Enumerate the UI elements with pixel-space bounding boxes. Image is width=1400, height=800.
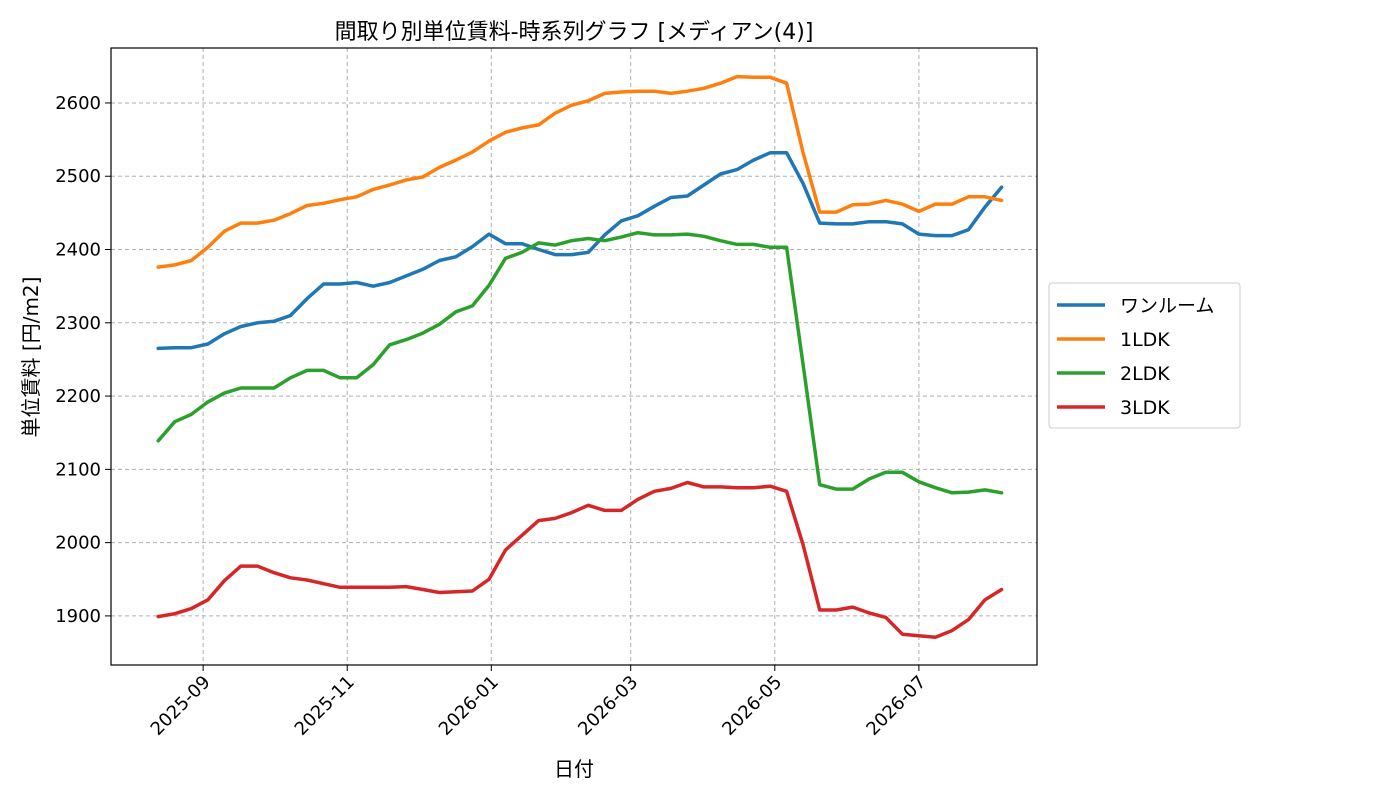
y-tick-label: 2300 <box>55 313 101 334</box>
y-axis-ticks: 1900 2000 2100 2200 2300 2400 2500 2600 <box>55 93 111 627</box>
y-tick-label: 2200 <box>55 386 101 407</box>
y-tick-label: 2400 <box>55 240 101 261</box>
legend-label: ワンルーム <box>1120 295 1214 317</box>
y-axis-label: 単位賃料 [円/m2] <box>19 277 43 438</box>
x-tick-label: 2026-05 <box>718 672 786 740</box>
chart-title: 間取り別単位賃料-時系列グラフ [メディアン(4)] <box>335 20 814 45</box>
y-tick-label: 2100 <box>55 459 101 480</box>
plot-area-frame <box>110 47 1038 666</box>
y-tick-label: 2600 <box>55 93 101 114</box>
x-tick-label: 2026-07 <box>862 672 930 740</box>
series-lines <box>156 74 1004 639</box>
x-tick-label: 2025-09 <box>147 672 215 740</box>
x-tick-label: 2026-03 <box>574 672 642 740</box>
legend-label: 3LDK <box>1120 397 1170 419</box>
y-tick-label: 1900 <box>55 606 101 627</box>
series-line-1 <box>156 74 1004 269</box>
series-line-2 <box>156 230 1004 495</box>
grid-lines <box>111 48 1037 665</box>
legend: ワンルーム 1LDK 2LDK 3LDK <box>1048 282 1241 429</box>
x-axis-label: 日付 <box>554 757 594 781</box>
x-tick-label: 2026-01 <box>435 672 503 740</box>
y-tick-label: 2500 <box>55 166 101 187</box>
x-axis-ticks: 2025-09 2025-11 2026-01 2026-03 2026-05 2026-… <box>147 665 930 740</box>
legend-label: 2LDK <box>1120 363 1170 385</box>
y-tick-label: 2000 <box>55 533 101 554</box>
legend-label: 1LDK <box>1120 329 1170 351</box>
x-tick-label: 2025-11 <box>291 672 359 740</box>
series-line-3 <box>156 480 1004 639</box>
legend-box <box>1048 282 1241 429</box>
series-line-0 <box>156 151 1004 351</box>
